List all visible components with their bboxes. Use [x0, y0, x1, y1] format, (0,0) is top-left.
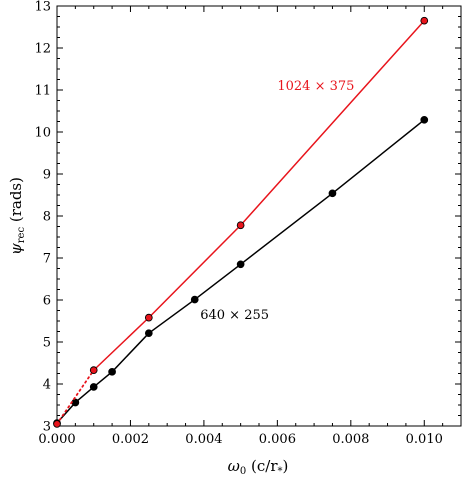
series-line-segment: [93, 371, 113, 388]
series-line-segment: [74, 386, 95, 404]
series-line-segment: [240, 192, 333, 265]
x-tick-label: 0.006: [259, 432, 296, 447]
x-label-symbol: ω: [228, 457, 240, 475]
data-point: [420, 115, 429, 124]
series-line-segment: [194, 263, 242, 301]
x-label-unit-open: (c/r: [246, 457, 278, 475]
series-red: [53, 16, 429, 428]
series-line-segment: [56, 369, 95, 425]
series-line-segment: [331, 119, 425, 194]
series-line-segment: [148, 298, 196, 334]
x-tick-label: 0.010: [406, 432, 443, 447]
data-point: [144, 313, 153, 322]
y-tick-label: 4: [43, 378, 51, 393]
y-tick-label: 9: [43, 168, 51, 183]
series-line-segment: [93, 317, 150, 371]
data-point: [53, 420, 61, 428]
data-point: [236, 260, 245, 269]
data-point: [236, 221, 245, 230]
x-tick-label: 0.000: [38, 432, 75, 447]
series-line-segment: [111, 332, 150, 373]
x-tick-label: 0.008: [332, 432, 369, 447]
x-label-unit-close: ): [283, 457, 289, 475]
x-axis-label: ω0 (c/r*): [228, 457, 289, 477]
y-tick-label: 5: [43, 336, 51, 351]
data-point: [190, 295, 199, 304]
annotations: 1024 × 375 640 × 255: [200, 79, 354, 323]
y-label-unit: (rads): [7, 177, 25, 227]
x-tick-label: 0.004: [185, 432, 222, 447]
data-point: [89, 366, 98, 374]
x-tick-label: 0.002: [112, 432, 149, 447]
data-point: [144, 329, 153, 338]
x-label-unit-subscript: *: [278, 466, 283, 477]
data-point: [108, 367, 116, 376]
y-tick-label: 13: [34, 0, 51, 15]
y-tick-label: 6: [43, 294, 51, 309]
data-point: [89, 383, 98, 391]
data-point: [71, 398, 80, 407]
series-black: [53, 115, 429, 427]
y-tick-label: 10: [34, 126, 51, 141]
y-tick-label: 11: [34, 84, 51, 99]
y-axis-label: ψrec (rads): [7, 177, 27, 255]
x-label-subscript: 0: [240, 466, 246, 477]
series-line-segment: [148, 224, 242, 319]
data-point: [328, 189, 337, 198]
series-group: [53, 16, 429, 428]
y-tick-label: 7: [43, 252, 51, 267]
plot-frame: [56, 5, 462, 427]
plot-frame-rect: [56, 5, 462, 427]
y-tick-label: 3: [43, 420, 51, 435]
y-tick-label: 12: [34, 42, 51, 57]
series-line-segment: [240, 20, 425, 226]
series-annotation: 1024 × 375: [277, 79, 354, 94]
y-label-subscript: rec: [16, 227, 27, 244]
axis-ticks: 0.000 0.002 0.004 0.006 0.008 0.010 3 4 5 6 7 8 9 10 1…: [34, 0, 461, 447]
data-point: [420, 16, 429, 25]
series-annotation: 640 × 255: [200, 308, 269, 323]
y-label-symbol: ψ: [7, 243, 25, 255]
y-tick-label: 8: [43, 210, 51, 225]
